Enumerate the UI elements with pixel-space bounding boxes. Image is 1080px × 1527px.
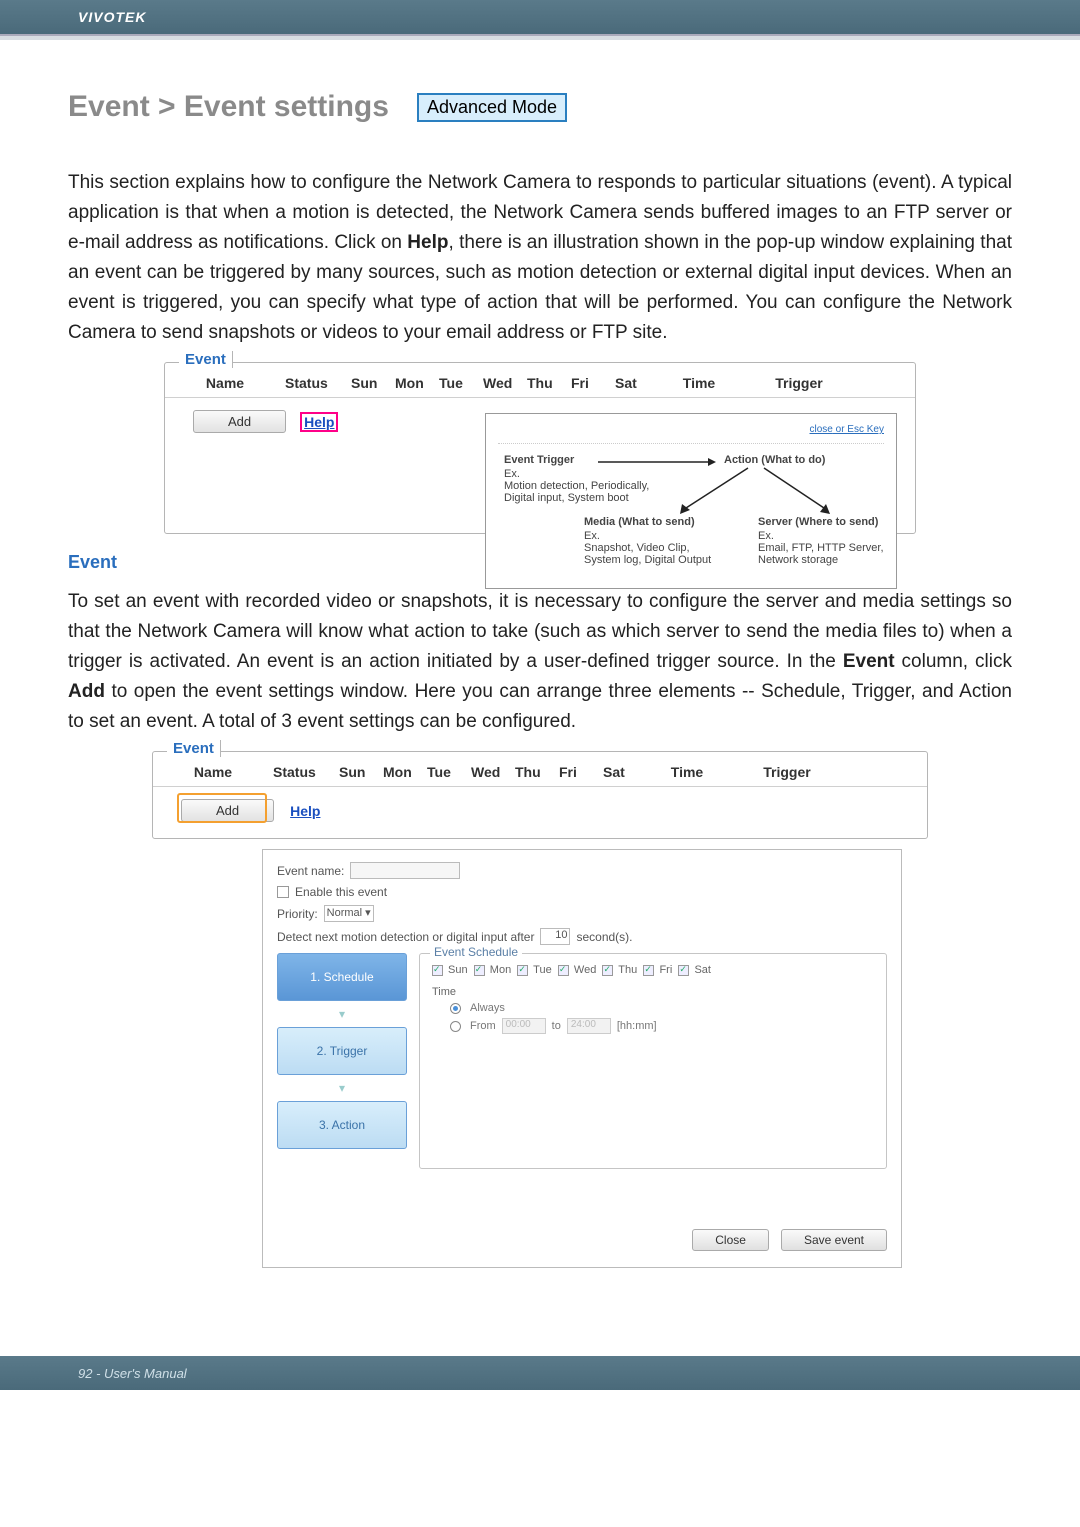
from-time-input[interactable]: 00:00 — [502, 1018, 546, 1034]
enable-label: Enable this event — [295, 885, 387, 899]
chevron-down-icon: ▾ — [277, 1007, 407, 1021]
diag-action-title: Action (What to do) — [724, 454, 825, 466]
event-table-head-2: Name Status Sun Mon Tue Wed Thu Fri Sat … — [153, 758, 927, 787]
priority-select[interactable]: Normal ▾ — [324, 905, 374, 922]
help-link-1[interactable]: Help — [300, 412, 338, 432]
help-popup: close or Esc Key Event Trigger Ex. Motio… — [485, 413, 897, 589]
page-title: Event > Event settings — [68, 90, 389, 124]
always-radio[interactable] — [450, 1003, 461, 1014]
wizard-step-schedule[interactable]: 1. Schedule — [277, 953, 407, 1001]
add-button-2[interactable]: Add — [181, 799, 274, 822]
footer-page-text: 92 - User's Manual — [78, 1366, 187, 1381]
detect-seconds-input[interactable]: 10 — [540, 928, 570, 945]
th-sun: Sun — [351, 375, 395, 391]
to-time-input[interactable]: 24:00 — [567, 1018, 611, 1034]
day-fri-checkbox[interactable] — [643, 965, 654, 976]
to-label: to — [552, 1020, 561, 1032]
help-close-suffix: or Esc Key — [833, 424, 884, 435]
arrow-down-right-icon — [758, 466, 838, 516]
dialog-close-button[interactable]: Close — [692, 1229, 769, 1251]
event-name-label: Event name: — [277, 864, 344, 878]
diag-server-title: Server (Where to send) — [758, 516, 878, 528]
arrow-down-left-icon — [678, 466, 758, 516]
diag-server-exlabel: Ex. — [758, 530, 774, 542]
schedule-legend: Event Schedule — [430, 945, 522, 959]
th2-trigger: Trigger — [727, 764, 847, 780]
help-close-link[interactable]: close — [810, 424, 833, 435]
th2-mon: Mon — [383, 764, 427, 780]
day-wed-checkbox[interactable] — [558, 965, 569, 976]
detect-prefix: Detect next motion detection or digital … — [277, 930, 534, 944]
p2-e: to open the event settings window. Here … — [68, 681, 1012, 732]
th2-sat: Sat — [603, 764, 647, 780]
wizard-step-action[interactable]: 3. Action — [277, 1101, 407, 1149]
p2-d: Add — [68, 681, 105, 702]
add-button-1[interactable]: Add — [193, 410, 286, 433]
help-close-row: close or Esc Key — [498, 424, 884, 444]
day-tue-checkbox[interactable] — [517, 965, 528, 976]
hhmm-hint: [hh:mm] — [617, 1020, 657, 1032]
th-trigger: Trigger — [739, 375, 859, 391]
diag-trigger-title: Event Trigger — [504, 454, 574, 466]
diag-media-ex: Snapshot, Video Clip, System log, Digita… — [584, 542, 724, 566]
intro-help-word: Help — [407, 232, 448, 253]
day-thu-checkbox[interactable] — [602, 965, 613, 976]
th2-status: Status — [273, 764, 339, 780]
th-name: Name — [165, 375, 285, 391]
th-wed: Wed — [483, 375, 527, 391]
mode-badge: Advanced Mode — [417, 93, 567, 122]
diag-media-title: Media (What to send) — [584, 516, 695, 528]
diag-trigger-ex: Motion detection, Periodically, Digital … — [504, 480, 654, 504]
diag-server-ex: Email, FTP, HTTP Server, Network storage — [758, 542, 888, 566]
th2-fri: Fri — [559, 764, 603, 780]
th-mon: Mon — [395, 375, 439, 391]
th-status: Status — [285, 375, 351, 391]
day-sun-checkbox[interactable] — [432, 965, 443, 976]
fieldset-legend-1: Event — [179, 351, 233, 368]
th2-thu: Thu — [515, 764, 559, 780]
p2-b: Event — [843, 651, 895, 672]
th2-tue: Tue — [427, 764, 471, 780]
chevron-down-icon: ▾ — [277, 1081, 407, 1095]
diag-media-exlabel: Ex. — [584, 530, 600, 542]
th-thu: Thu — [527, 375, 571, 391]
dialog-save-button[interactable]: Save event — [781, 1229, 887, 1251]
th-tue: Tue — [439, 375, 483, 391]
th2-sun: Sun — [339, 764, 383, 780]
day-mon-checkbox[interactable] — [474, 965, 485, 976]
th2-time: Time — [647, 764, 727, 780]
day-sat-checkbox[interactable] — [678, 965, 689, 976]
schedule-days-row: Sun Mon Tue Wed Thu Fri Sat — [432, 964, 874, 976]
diag-trigger-exlabel: Ex. — [504, 468, 520, 480]
header-band: VIVOTEK — [0, 0, 1080, 36]
priority-label: Priority: — [277, 907, 318, 921]
from-label: From — [470, 1020, 496, 1032]
event-table-head-1: Name Status Sun Mon Tue Wed Thu Fri Sat … — [165, 369, 915, 398]
from-radio[interactable] — [450, 1021, 461, 1032]
wizard-column: 1. Schedule ▾ 2. Trigger ▾ 3. Action — [277, 953, 407, 1169]
p2-c: column, click — [895, 651, 1012, 672]
detect-suffix: second(s). — [576, 930, 632, 944]
wizard-step-trigger[interactable]: 2. Trigger — [277, 1027, 407, 1075]
th2-name: Name — [153, 764, 273, 780]
th-fri: Fri — [571, 375, 615, 391]
event-settings-dialog: Event name: Enable this event Priority: … — [262, 849, 902, 1268]
fieldset-legend-2: Event — [167, 740, 221, 757]
event-paragraph: To set an event with recorded video or s… — [68, 587, 1012, 737]
brand-text: VIVOTEK — [78, 9, 146, 25]
th-sat: Sat — [615, 375, 659, 391]
event-fieldset-1: Event Name Status Sun Mon Tue Wed Thu Fr… — [164, 362, 916, 534]
intro-paragraph: This section explains how to configure t… — [68, 168, 1012, 348]
enable-checkbox[interactable] — [277, 886, 289, 898]
th-time: Time — [659, 375, 739, 391]
event-fieldset-2: Event Name Status Sun Mon Tue Wed Thu Fr… — [152, 751, 928, 839]
event-name-input[interactable] — [350, 862, 460, 879]
th2-wed: Wed — [471, 764, 515, 780]
footer-band: 92 - User's Manual — [0, 1356, 1080, 1390]
event-schedule-fieldset: Event Schedule Sun Mon Tue Wed Thu Fri S… — [419, 953, 887, 1169]
always-label: Always — [470, 1002, 505, 1014]
priority-value: Normal — [327, 907, 362, 919]
help-link-2[interactable]: Help — [288, 803, 322, 819]
time-label: Time — [432, 986, 874, 998]
